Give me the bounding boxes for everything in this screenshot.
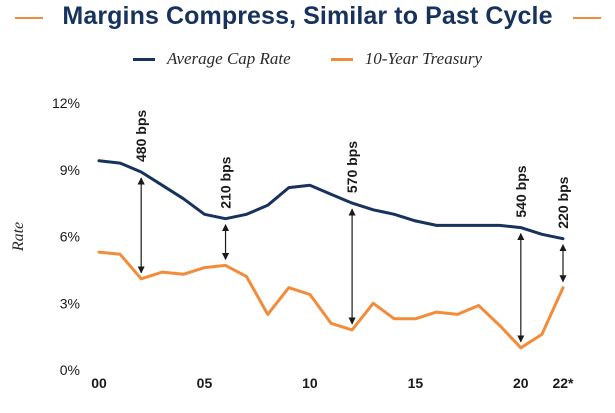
x-tick-label: 15 <box>408 375 424 391</box>
y-axis-label: Rate <box>10 222 27 252</box>
chart-title: Margins Compress, Similar to Past Cycle <box>62 2 553 30</box>
spread-label: 220 bps <box>555 176 571 228</box>
y-tick-label: 9% <box>60 162 80 178</box>
y-tick-label: 0% <box>60 362 80 378</box>
chart-legend: Average Cap Rate 10-Year Treasury <box>0 49 615 69</box>
legend-item-cap-rate: Average Cap Rate <box>133 49 291 69</box>
y-tick-label: 6% <box>60 229 80 245</box>
legend-item-treasury: 10-Year Treasury <box>330 49 482 69</box>
y-tick-label: 3% <box>60 295 80 311</box>
title-decoration-left <box>15 17 43 19</box>
y-tick-label: 12% <box>52 95 80 111</box>
legend-label-cap-rate: Average Cap Rate <box>167 49 291 68</box>
legend-label-treasury: 10-Year Treasury <box>364 49 482 68</box>
x-tick-label: 00 <box>91 375 107 391</box>
spread-label: 210 bps <box>218 156 234 208</box>
legend-swatch-cap-rate <box>133 57 155 61</box>
title-decoration-right <box>573 17 601 19</box>
treasury-line <box>97 250 565 350</box>
x-tick-label: 22* <box>552 375 574 391</box>
spread-label: 570 bps <box>344 141 360 193</box>
legend-swatch-treasury <box>330 57 353 61</box>
cap-rate-line <box>97 159 565 241</box>
spread-label: 480 bps <box>133 110 149 162</box>
x-tick-label: 05 <box>197 375 213 391</box>
x-tick-label: 20 <box>513 375 529 391</box>
spread-label: 540 bps <box>513 165 529 217</box>
x-tick-label: 10 <box>302 375 318 391</box>
